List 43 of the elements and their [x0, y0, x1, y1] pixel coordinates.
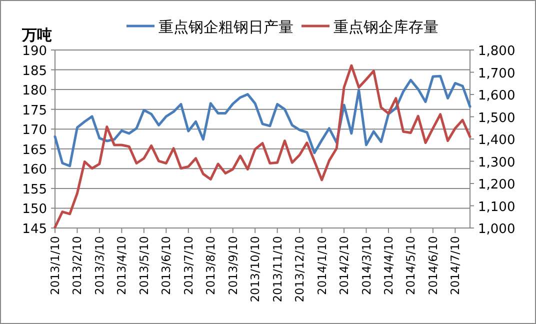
y-tick-label: 175: [22, 103, 47, 118]
x-tick-label: 2013/7/10: [181, 236, 196, 295]
y-tick-label: 165: [22, 142, 47, 158]
x-tick-label: 2014/5/10: [404, 236, 418, 295]
y2-tick-label: 1,500: [478, 110, 516, 126]
x-tick-label: 2014/3/10: [359, 236, 374, 295]
y2-tick-label: 1,800: [478, 44, 516, 59]
x-tick-label: 2014/4/10: [381, 236, 396, 295]
y-tick-label: 160: [22, 162, 47, 178]
x-tick-label: 2013/8/10: [204, 236, 218, 295]
y-tick-label: 180: [22, 84, 47, 99]
legend-label: 重点钢企库存量: [334, 18, 438, 36]
line-series: [54, 64, 472, 229]
y-tick-label: 145: [22, 222, 47, 237]
y-tick-label: 170: [22, 123, 47, 138]
x-tick-label: 2014/7/10: [448, 236, 462, 295]
legend-label: 重点钢企粗钢日产量: [158, 18, 294, 36]
x-tick-label: 2013/2/10: [70, 236, 84, 295]
y-tick-label: 190: [22, 44, 47, 59]
y2-tick-label: 1,400: [478, 133, 516, 148]
y2-tick-label: 1,000: [478, 222, 516, 237]
x-tick-label: 2013/10/10: [248, 236, 262, 302]
x-tick-label: 2013/3/10: [92, 236, 106, 295]
x-tick-label: 2014/1/10: [314, 236, 329, 295]
x-tick-label: 2013/12/10: [292, 236, 307, 302]
x-tick-label: 2013/11/10: [270, 236, 284, 302]
y-tick-label: 150: [22, 202, 47, 218]
y2-tick-label: 1,300: [478, 155, 516, 170]
x-tick-label: 2013/5/10: [136, 236, 151, 295]
line-series: [54, 74, 472, 168]
y-tick-label: 185: [22, 64, 47, 79]
x-tick-label: 2014/6/10: [426, 236, 440, 295]
y2-tick-label: 1,100: [478, 200, 516, 215]
x-tick-label: 2013/6/10: [159, 236, 174, 295]
x-tick-label: 2013/4/10: [114, 236, 129, 295]
y2-tick-label: 1,700: [478, 66, 516, 82]
x-tick-label: 2013/9/10: [226, 236, 240, 295]
y2-tick-label: 1,600: [478, 88, 516, 104]
y2-tick-label: 1,200: [478, 178, 516, 192]
x-tick-label: 2013/1/10: [48, 236, 62, 295]
y-axis-title: 万吨: [21, 26, 52, 44]
y-tick-label: 155: [22, 182, 47, 198]
x-tick-label: 2014/2/10: [337, 236, 352, 295]
